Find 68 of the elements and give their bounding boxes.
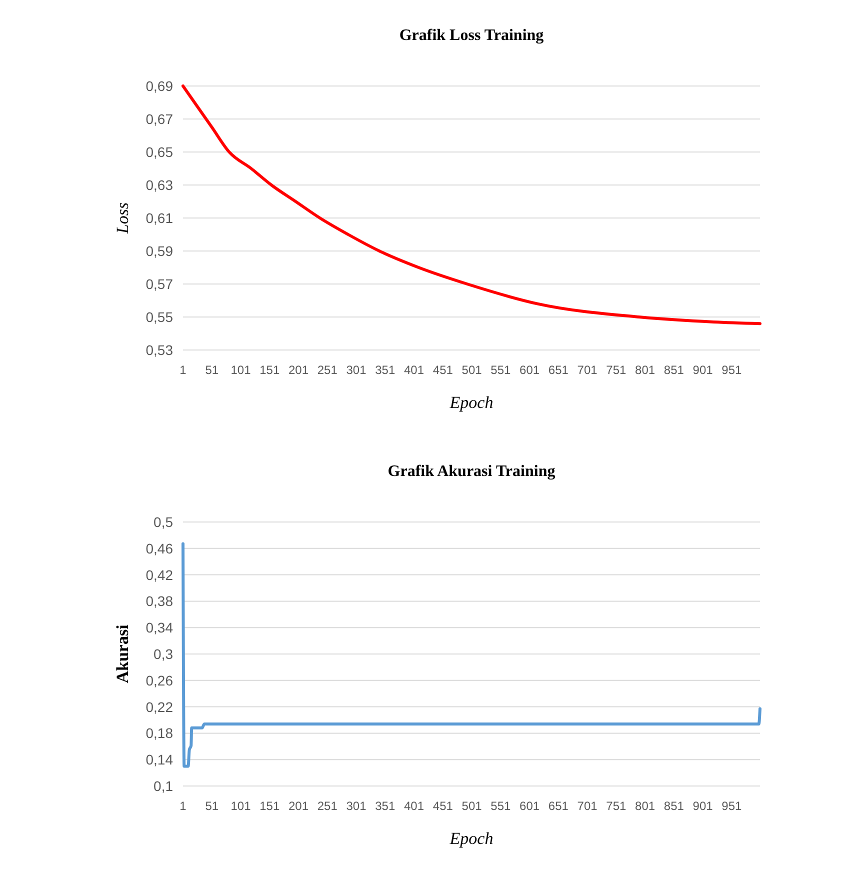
- x-tick-label: 101: [230, 363, 252, 377]
- y-tick-label: 0,34: [146, 620, 174, 636]
- y-tick-label: 0,61: [146, 210, 174, 226]
- x-tick-label: 751: [606, 799, 627, 813]
- y-tick-label: 0,18: [146, 725, 174, 742]
- x-tick-label: 851: [664, 363, 684, 377]
- y-axis-title: Akurasi: [113, 624, 132, 684]
- y-tick-label: 0,59: [146, 243, 174, 259]
- x-tick-label: 801: [635, 363, 656, 377]
- x-tick-label: 701: [577, 799, 598, 813]
- x-tick-label: 501: [462, 363, 482, 377]
- y-tick-label: 0,5: [154, 514, 174, 530]
- x-tick-label: 201: [288, 363, 309, 377]
- y-tick-label: 0,57: [146, 276, 174, 292]
- x-tick-label: 501: [462, 799, 482, 813]
- y-tick-label: 0,3: [154, 646, 174, 662]
- y-tick-label: 0,63: [146, 177, 174, 193]
- x-tick-label: 551: [490, 799, 511, 813]
- x-tick-label: 801: [635, 799, 656, 813]
- x-tick-label: 1: [180, 363, 187, 377]
- x-tick-label: 451: [432, 799, 454, 813]
- x-tick-label: 51: [205, 799, 219, 813]
- x-tick-label: 101: [230, 799, 252, 813]
- x-tick-label: 901: [692, 799, 714, 813]
- x-axis-title: Epoch: [448, 829, 494, 848]
- line-series: [182, 84, 762, 326]
- x-tick-label: 951: [722, 799, 742, 813]
- y-tick-label: 0,14: [146, 752, 174, 768]
- x-tick-label: 551: [490, 363, 511, 377]
- chart-title: Grafik Akurasi Training: [388, 463, 556, 480]
- x-tick-label: 951: [722, 363, 742, 377]
- y-tick-label: 0,69: [146, 78, 174, 94]
- x-tick-label: 251: [317, 799, 338, 813]
- line-series: [182, 542, 762, 768]
- x-tick-label: 401: [404, 799, 424, 813]
- y-tick-label: 0,26: [146, 672, 174, 688]
- x-tick-label: 201: [288, 799, 309, 813]
- x-tick-label: 651: [548, 799, 569, 813]
- x-tick-label: 51: [205, 363, 219, 377]
- x-tick-label: 351: [375, 363, 396, 377]
- y-tick-label: 0,67: [146, 111, 174, 127]
- x-tick-label: 701: [577, 363, 598, 377]
- x-tick-label: 751: [606, 363, 627, 377]
- x-tick-label: 601: [520, 799, 540, 813]
- y-tick-label: 0,46: [146, 540, 174, 556]
- y-tick-label: 0,55: [146, 309, 174, 325]
- y-tick-label: 0,53: [146, 342, 174, 358]
- y-tick-label: 0,42: [146, 566, 174, 583]
- x-tick-label: 351: [375, 799, 396, 813]
- y-tick-label: 0,38: [146, 593, 174, 610]
- x-tick-label: 151: [260, 799, 280, 813]
- x-axis-title: Epoch: [448, 393, 494, 412]
- x-tick-label: 901: [692, 363, 714, 377]
- x-tick-label: 851: [664, 799, 684, 813]
- x-tick-label: 601: [520, 363, 540, 377]
- y-tick-label: 0,65: [146, 144, 174, 160]
- x-tick-label: 301: [346, 363, 367, 377]
- x-tick-label: 401: [404, 363, 424, 377]
- chart-title: Grafik Loss Training: [399, 27, 544, 44]
- x-tick-label: 251: [317, 363, 338, 377]
- x-tick-label: 1: [180, 799, 187, 813]
- x-tick-label: 451: [432, 363, 454, 377]
- y-axis-title: Loss: [113, 202, 132, 235]
- x-tick-label: 301: [346, 799, 367, 813]
- y-tick-label: 0,1: [154, 778, 174, 794]
- x-tick-label: 651: [548, 363, 569, 377]
- y-tick-label: 0,22: [146, 698, 174, 715]
- x-tick-label: 151: [260, 363, 280, 377]
